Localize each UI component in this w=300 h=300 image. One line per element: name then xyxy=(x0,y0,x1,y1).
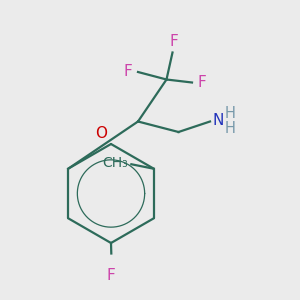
Text: F: F xyxy=(169,34,178,49)
Text: F: F xyxy=(106,268,116,284)
Text: F: F xyxy=(124,64,133,80)
Text: H: H xyxy=(224,121,235,136)
Text: H: H xyxy=(224,106,235,122)
Text: O: O xyxy=(95,126,107,141)
Text: F: F xyxy=(197,75,206,90)
Text: CH₃: CH₃ xyxy=(102,156,128,170)
Text: N: N xyxy=(212,113,224,128)
